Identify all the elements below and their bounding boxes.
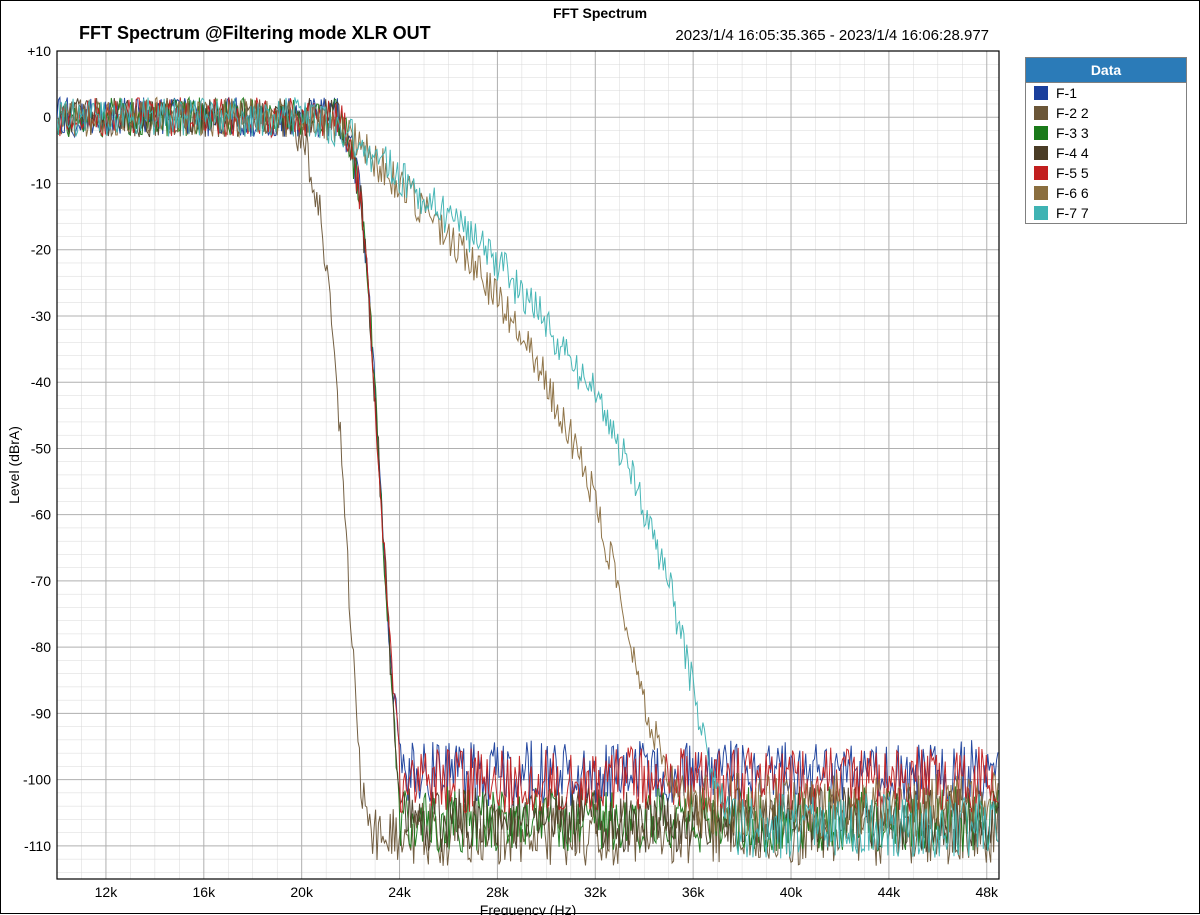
svg-text:40k: 40k — [780, 884, 804, 900]
svg-text:-70: -70 — [31, 573, 51, 589]
svg-text:28k: 28k — [486, 884, 510, 900]
svg-text:+10: +10 — [27, 43, 51, 59]
svg-text:-20: -20 — [31, 242, 51, 258]
svg-text:-110: -110 — [24, 838, 51, 854]
legend-items-container: F-1 F-2 2 F-3 3 F-4 4 F-5 5 F-6 6 F-7 7 — [1026, 83, 1186, 223]
legend-item-label: F-4 4 — [1056, 145, 1089, 161]
legend-item-label: F-2 2 — [1056, 105, 1089, 121]
legend-item[interactable]: F-2 2 — [1026, 103, 1186, 123]
legend-swatch-icon — [1034, 166, 1048, 180]
svg-text:32k: 32k — [584, 884, 608, 900]
svg-text:-80: -80 — [31, 639, 51, 655]
legend-item[interactable]: F-5 5 — [1026, 163, 1186, 183]
legend-item[interactable]: F-6 6 — [1026, 183, 1186, 203]
svg-text:Level (dBrA): Level (dBrA) — [6, 426, 22, 504]
legend-item-label: F-7 7 — [1056, 205, 1089, 221]
svg-text:-40: -40 — [31, 374, 51, 390]
svg-text:-100: -100 — [23, 772, 51, 788]
svg-text:-30: -30 — [31, 308, 51, 324]
legend-swatch-icon — [1034, 186, 1048, 200]
svg-text:44k: 44k — [878, 884, 902, 900]
legend-header: Data — [1026, 58, 1186, 83]
legend-item[interactable]: F-1 — [1026, 83, 1186, 103]
svg-text:48k: 48k — [975, 884, 999, 900]
legend-box: Data F-1 F-2 2 F-3 3 F-4 4 F-5 5 F-6 6 F-7 7 — [1025, 57, 1187, 224]
svg-text:12k: 12k — [95, 884, 119, 900]
svg-text:36k: 36k — [682, 884, 706, 900]
svg-text:16k: 16k — [193, 884, 217, 900]
svg-text:-90: -90 — [31, 705, 51, 721]
legend-item-label: F-3 3 — [1056, 125, 1089, 141]
svg-text:0: 0 — [43, 109, 51, 125]
svg-text:20k: 20k — [290, 884, 314, 900]
legend-item[interactable]: F-4 4 — [1026, 143, 1186, 163]
legend-item-label: F-6 6 — [1056, 185, 1089, 201]
fft-spectrum-chart: 12k 16k 20k 24k 28k 32k 36k 40k 44k 48k +10 0 -10 -20… — [1, 1, 1200, 915]
legend-swatch-icon — [1034, 206, 1048, 220]
svg-text:-60: -60 — [31, 507, 51, 523]
svg-text:24k: 24k — [388, 884, 412, 900]
legend-swatch-icon — [1034, 106, 1048, 120]
legend-item[interactable]: F-7 7 — [1026, 203, 1186, 223]
legend-item[interactable]: F-3 3 — [1026, 123, 1186, 143]
legend-item-label: F-5 5 — [1056, 165, 1089, 181]
chart-frame: { "header": { "top_title": "FFT Spectrum… — [0, 0, 1200, 914]
svg-text:-10: -10 — [31, 175, 51, 191]
legend-swatch-icon — [1034, 146, 1048, 160]
svg-text:Frequency (Hz): Frequency (Hz) — [480, 902, 576, 915]
legend-item-label: F-1 — [1056, 85, 1077, 101]
legend-swatch-icon — [1034, 86, 1048, 100]
legend-swatch-icon — [1034, 126, 1048, 140]
svg-text:-50: -50 — [31, 440, 51, 456]
